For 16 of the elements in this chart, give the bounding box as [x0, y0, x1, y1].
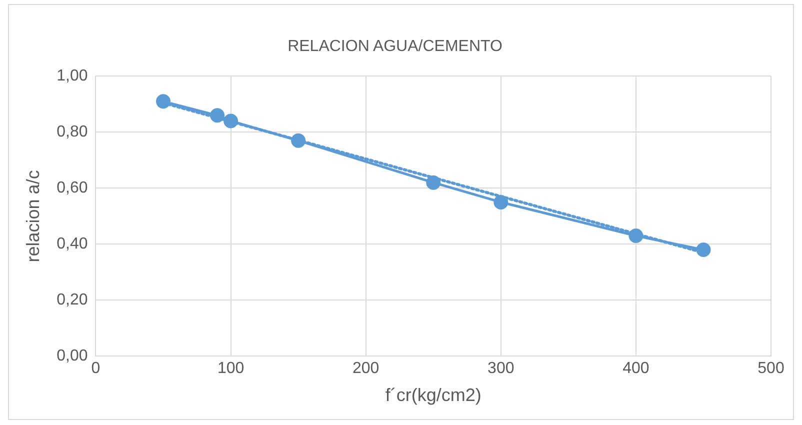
x-tick-label: 500 [758, 360, 784, 378]
y-tick-label: 0,40 [56, 236, 88, 253]
y-tick-label: 0,60 [56, 180, 88, 197]
x-axis-title: f´cr(kg/cm2) [385, 385, 482, 406]
y-tick-label: 1,00 [56, 68, 88, 85]
y-tick-label: 0,80 [56, 124, 88, 141]
y-tick-label: 0,00 [56, 348, 88, 365]
x-tick-label: 100 [217, 360, 244, 378]
x-tick-label: 0 [91, 360, 100, 378]
x-tick-label: 200 [352, 360, 380, 378]
chart-title: RELACION AGUA/CEMENTO [288, 38, 502, 56]
x-tick-label: 300 [488, 360, 514, 378]
point [156, 94, 171, 109]
y-axis-title: relacion a/c [22, 170, 43, 262]
x-tick-label: 400 [622, 360, 650, 378]
y-tick-label: 0,20 [56, 292, 88, 309]
